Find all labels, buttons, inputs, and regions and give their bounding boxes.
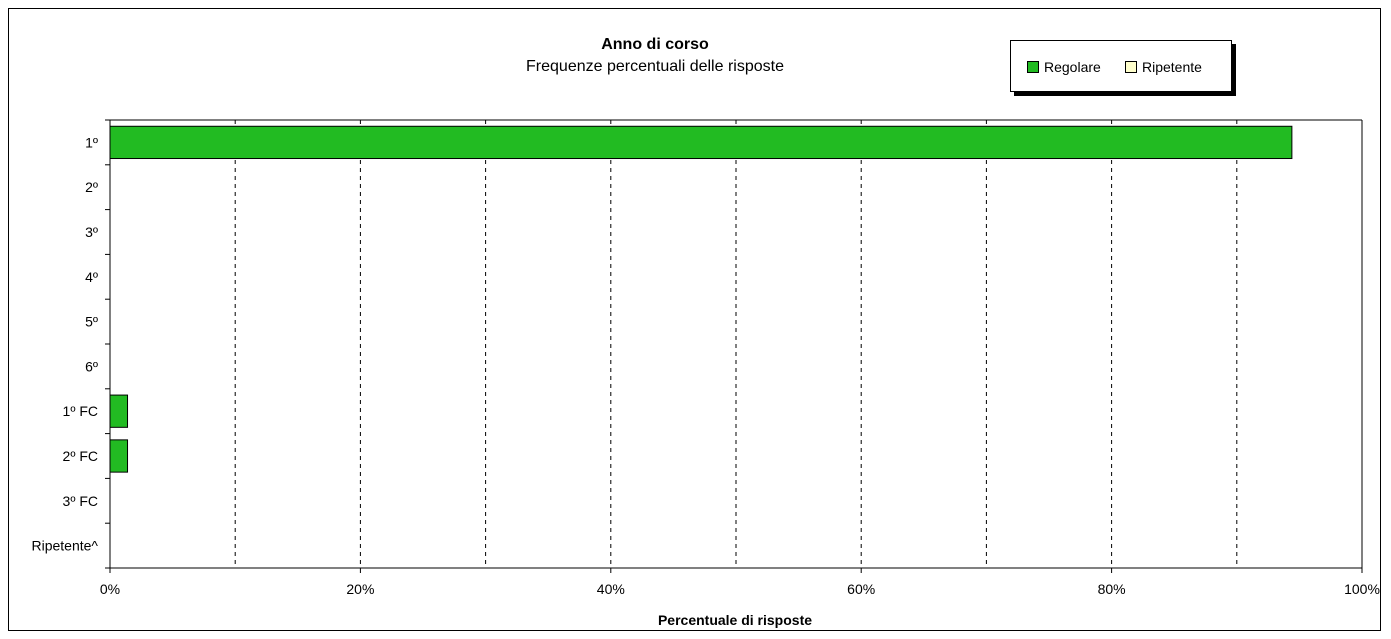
chart-title: Anno di corso (601, 36, 709, 53)
x-tick-label: 60% (847, 581, 875, 597)
bar-regolare (109, 394, 129, 428)
x-tick-label: 100% (1344, 581, 1380, 597)
category-label: 3º FC (63, 493, 98, 509)
category-label: 1º (85, 134, 98, 150)
category-label: Ripetente^ (32, 538, 99, 554)
legend-swatch-regolare (1027, 61, 1039, 73)
legend: Regolare Ripetente (1010, 40, 1232, 92)
legend-label-ripetente: Ripetente (1142, 59, 1202, 75)
bar-regolare (109, 125, 1293, 160)
bar-regolare (109, 439, 129, 473)
legend-swatch-ripetente (1125, 61, 1137, 73)
category-label: 1º FC (63, 403, 98, 419)
x-axis-label: Percentuale di risposte (657, 612, 813, 628)
x-tick-label: 20% (346, 581, 374, 597)
category-label: 5º (85, 314, 98, 330)
x-tick-label: 0% (100, 581, 120, 597)
category-label: 6º (85, 358, 98, 374)
x-tick-label: 80% (1098, 581, 1126, 597)
category-label: 2º (85, 179, 98, 195)
legend-item-regolare: Regolare (1027, 59, 1101, 75)
legend-label-regolare: Regolare (1044, 59, 1101, 75)
category-label: 3º (85, 224, 98, 240)
x-tick-label: 40% (597, 581, 625, 597)
chart-subtitle: Frequenze percentuali delle risposte (526, 58, 784, 75)
category-label: 4º (85, 269, 98, 285)
legend-item-ripetente: Ripetente (1125, 59, 1202, 75)
category-label: 2º FC (63, 448, 98, 464)
